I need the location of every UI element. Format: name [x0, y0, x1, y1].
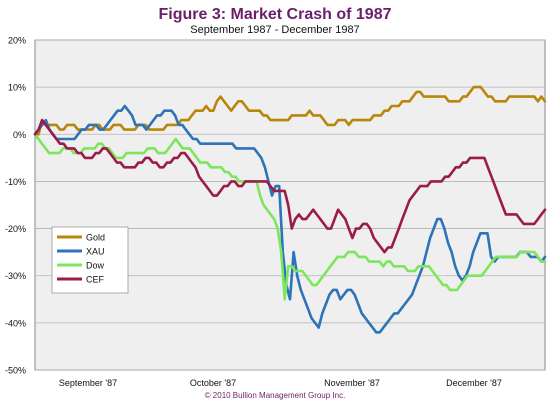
x-tick-label: October '87	[190, 378, 236, 388]
y-tick-label: -30%	[5, 271, 26, 281]
series-lines	[33, 85, 547, 334]
x-tick-label: November '87	[324, 378, 380, 388]
series-line-gold	[33, 85, 547, 136]
series-line-cef	[33, 118, 547, 254]
x-tick-label: December '87	[446, 378, 502, 388]
legend-label-cef: CEF	[86, 275, 105, 285]
legend-label-dow: Dow	[86, 261, 105, 271]
chart-subtitle: September 1987 - December 1987	[190, 24, 360, 36]
y-tick-label: -10%	[5, 177, 26, 187]
y-tick-label: 10%	[8, 83, 26, 93]
series-line-dow	[33, 133, 547, 301]
x-tick-label: September '87	[59, 378, 117, 388]
series-line-xau	[33, 104, 547, 334]
y-tick-label: -20%	[5, 224, 26, 234]
chart-footer: © 2010 Bullion Management Group Inc.	[204, 391, 346, 400]
y-tick-label: -40%	[5, 318, 26, 328]
chart-title: Figure 3: Market Crash of 1987	[158, 6, 392, 23]
y-tick-label: 0%	[13, 130, 26, 140]
y-tick-label: -50%	[5, 366, 26, 376]
y-axis-ticks: 20% 10% 0% -10% -20% -30% -40% -50%	[5, 36, 26, 376]
legend-items: Gold XAU Dow CEF	[57, 233, 105, 285]
legend-label-gold: Gold	[86, 233, 105, 243]
y-tick-label: 20%	[8, 36, 26, 46]
legend-label-xau: XAU	[86, 247, 105, 257]
plot-area	[34, 39, 546, 371]
x-axis-ticks: September '87 October '87 November '87 Dece…	[59, 378, 502, 388]
legend: Gold XAU Dow CEF	[51, 226, 129, 294]
